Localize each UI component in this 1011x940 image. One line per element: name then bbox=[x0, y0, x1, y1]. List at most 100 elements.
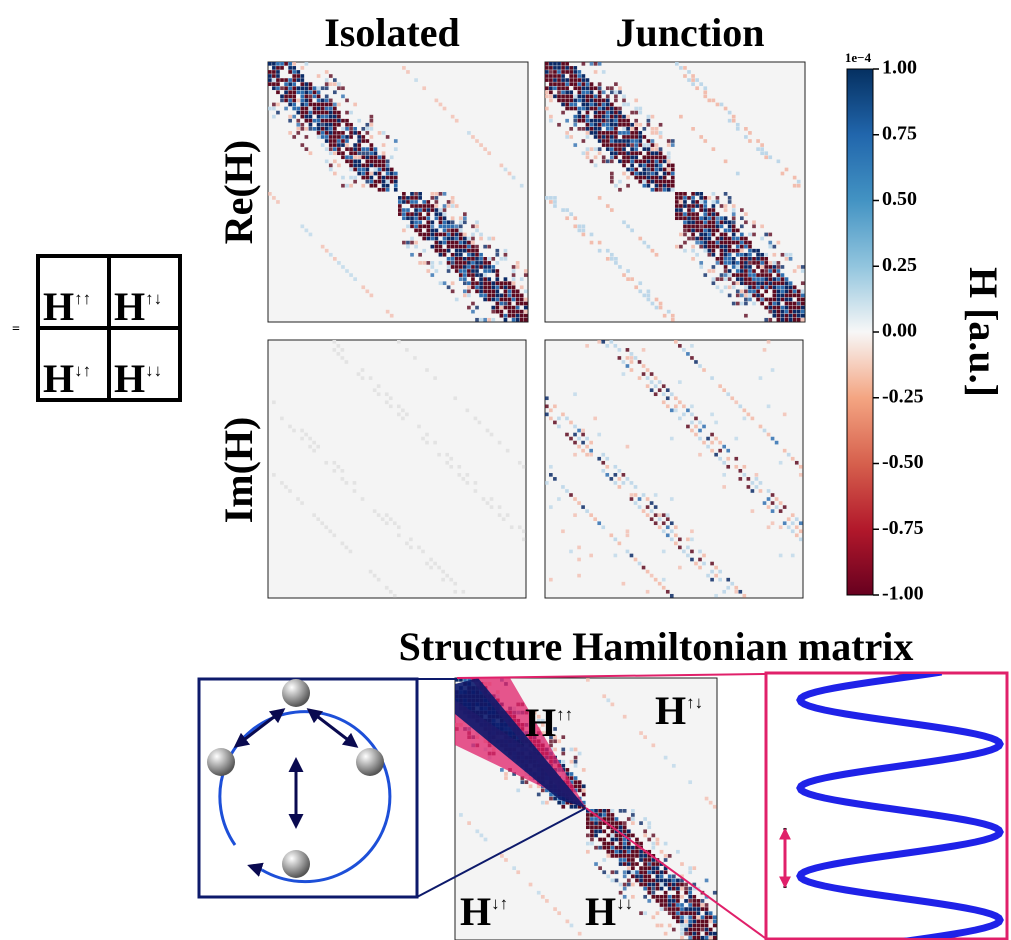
matrix-cell bbox=[280, 95, 284, 99]
matrix-cell bbox=[578, 95, 582, 99]
matrix-cell bbox=[309, 151, 313, 155]
matrix-cell bbox=[602, 90, 606, 94]
matrix-cell bbox=[679, 196, 683, 200]
matrix-cell bbox=[345, 481, 349, 485]
matrix-cell bbox=[549, 99, 553, 103]
matrix-cell bbox=[686, 409, 690, 413]
matrix-cell bbox=[487, 294, 491, 298]
matrix-cell bbox=[647, 825, 651, 829]
matrix-cell bbox=[760, 269, 764, 273]
matrix-cell bbox=[699, 135, 703, 139]
matrix-cell bbox=[386, 172, 390, 176]
matrix-cell bbox=[626, 131, 630, 135]
matrix-cell bbox=[634, 285, 638, 289]
matrix-cell bbox=[744, 281, 748, 285]
matrix-cell bbox=[467, 273, 471, 277]
matrix-cell bbox=[764, 265, 768, 269]
matrix-cell bbox=[325, 119, 329, 123]
matrix-cell bbox=[736, 281, 740, 285]
matrix-cell bbox=[688, 891, 692, 895]
matrix-cell bbox=[561, 735, 565, 739]
matrix-cell bbox=[614, 155, 618, 159]
matrix-cell bbox=[284, 95, 288, 99]
matrix-cell bbox=[630, 497, 634, 501]
matrix-cell bbox=[712, 249, 716, 253]
matrix-cell bbox=[471, 302, 475, 306]
matrix-cell bbox=[361, 151, 365, 155]
matrix-cell bbox=[662, 513, 666, 517]
matrix-cell bbox=[716, 257, 720, 261]
matrix-cell bbox=[366, 131, 370, 135]
matrix-cell bbox=[732, 216, 736, 220]
matrix-cell bbox=[680, 883, 684, 887]
matrix-cell bbox=[726, 465, 730, 469]
matrix-cell bbox=[764, 261, 768, 265]
matrix-cell bbox=[439, 245, 443, 249]
colorbar-tick-label: 0.00 bbox=[882, 320, 917, 342]
matrix-cell bbox=[801, 265, 805, 269]
matrix-cell bbox=[642, 566, 646, 570]
matrix-cell bbox=[402, 66, 406, 70]
matrix-cell bbox=[504, 253, 508, 257]
matrix-cell bbox=[695, 241, 699, 245]
matrix-cell bbox=[712, 147, 716, 151]
matrix-cell bbox=[601, 525, 605, 529]
matrix-cell bbox=[724, 249, 728, 253]
matrix-cell bbox=[453, 396, 457, 400]
matrix-cell bbox=[683, 196, 687, 200]
matrix-cell bbox=[740, 233, 744, 237]
matrix-cell bbox=[618, 188, 622, 192]
matrix-cell bbox=[626, 135, 630, 139]
matrix-cell bbox=[712, 281, 716, 285]
matrix-cell bbox=[378, 176, 382, 180]
matrix-cell bbox=[414, 208, 418, 212]
matrix-cell bbox=[443, 241, 447, 245]
matrix-cell bbox=[272, 400, 276, 404]
matrix-cell bbox=[675, 245, 679, 249]
matrix-cell bbox=[801, 302, 805, 306]
matrix-cell bbox=[288, 131, 292, 135]
matrix-cell bbox=[678, 538, 682, 542]
matrix-cell bbox=[744, 135, 748, 139]
matrix-cell bbox=[655, 160, 659, 164]
matrix-cell bbox=[748, 298, 752, 302]
matrix-cell bbox=[305, 115, 309, 119]
matrix-cell bbox=[321, 245, 325, 249]
matrix-cell bbox=[797, 298, 801, 302]
matrix-cell bbox=[744, 294, 748, 298]
matrix-cell bbox=[622, 147, 626, 151]
matrix-cell bbox=[487, 265, 491, 269]
matrix-cell bbox=[759, 425, 763, 429]
matrix-cell bbox=[643, 829, 647, 833]
matrix-cell bbox=[410, 253, 414, 257]
matrix-cell bbox=[635, 850, 639, 854]
matrix-cell bbox=[611, 842, 615, 846]
matrix-cell bbox=[504, 168, 508, 172]
matrix-cell bbox=[728, 277, 732, 281]
matrix-cell bbox=[605, 473, 609, 477]
matrix-cell bbox=[353, 277, 357, 281]
matrix-cell bbox=[549, 505, 553, 509]
matrix-cell bbox=[622, 103, 626, 107]
matrix-cell bbox=[664, 854, 668, 858]
matrix-cell bbox=[569, 550, 573, 554]
matrix-cell bbox=[268, 192, 272, 196]
matrix-cell bbox=[714, 594, 718, 598]
matrix-cell bbox=[475, 253, 479, 257]
matrix-cell bbox=[467, 237, 471, 241]
matrix-cell bbox=[337, 151, 341, 155]
matrix-cell bbox=[688, 924, 692, 928]
matrix-cell bbox=[728, 294, 732, 298]
matrix-cell bbox=[722, 388, 726, 392]
matrix-cell bbox=[549, 409, 553, 413]
matrix-cell bbox=[504, 772, 508, 776]
matrix-cell bbox=[610, 180, 614, 184]
matrix-cell bbox=[479, 257, 483, 261]
matrix-cell bbox=[680, 932, 684, 936]
matrix-cell bbox=[638, 143, 642, 147]
matrix-cell bbox=[520, 294, 524, 298]
matrix-cell bbox=[447, 237, 451, 241]
matrix-cell bbox=[712, 212, 716, 216]
matrix-cell bbox=[756, 273, 760, 277]
matrix-cell bbox=[748, 285, 752, 289]
